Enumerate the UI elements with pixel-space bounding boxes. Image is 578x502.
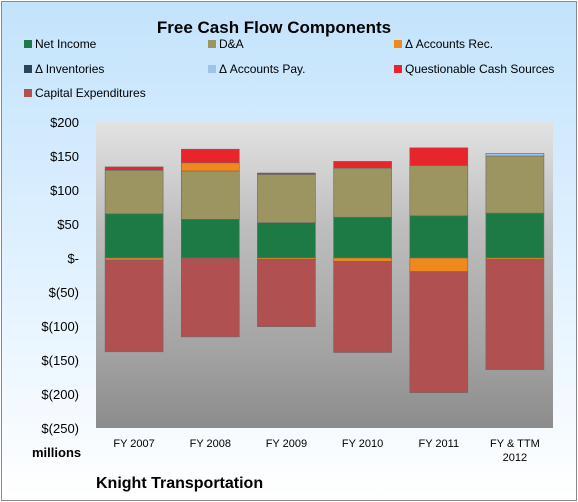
legend-label: Δ Accounts Pay. bbox=[219, 62, 306, 76]
bar-capital-expenditures-fy-2009 bbox=[257, 259, 316, 327]
y-tick-label: $(50) bbox=[49, 285, 79, 300]
bar-questionable-cash-sources-fy-2010 bbox=[333, 161, 392, 169]
bar-delta-accounts-pay-fy-and-ttm-2012 bbox=[485, 153, 545, 157]
x-tick-label-fy-2008: FY 2008 bbox=[190, 438, 231, 450]
legend-label: Questionable Cash Sources bbox=[405, 62, 554, 76]
plot-area bbox=[96, 122, 553, 428]
bar-questionable-cash-sources-fy-2008 bbox=[181, 148, 240, 164]
bar-danda-fy-2007 bbox=[104, 170, 164, 215]
bar-net-income-fy-2011 bbox=[409, 215, 469, 259]
bar-capital-expenditures-fy-and-ttm-2012 bbox=[485, 259, 545, 370]
legend-swatch-delta-accounts-pay bbox=[208, 65, 216, 73]
bar-danda-fy-2009 bbox=[257, 174, 316, 223]
y-tick-label: $200 bbox=[50, 115, 79, 130]
y-tick-label: $(150) bbox=[41, 353, 79, 368]
x-tick-label-fy-2011: FY 2011 bbox=[419, 438, 460, 450]
bar-danda-fy-and-ttm-2012 bbox=[485, 155, 545, 214]
legend-label: Net Income bbox=[35, 37, 97, 51]
bar-questionable-cash-sources-fy-2009 bbox=[257, 172, 316, 175]
legend-label: Δ Inventories bbox=[35, 62, 104, 76]
bar-delta-accounts-rec-fy-2011 bbox=[409, 257, 469, 272]
legend-label: D&A bbox=[219, 37, 244, 51]
legend-swatch-questionable-cash-sources bbox=[394, 65, 402, 73]
y-tick-label: $(200) bbox=[41, 387, 79, 402]
legend-item-delta-accounts-pay: Δ Accounts Pay. bbox=[208, 62, 306, 76]
bars bbox=[104, 147, 545, 393]
bar-net-income-fy-2008 bbox=[181, 218, 240, 259]
legend-swatch-delta-inventories bbox=[24, 65, 32, 73]
bar-capital-expenditures-fy-2007 bbox=[104, 259, 164, 353]
x-tick-label-fy-and-ttm-2012: FY & TTM 2012 bbox=[490, 438, 540, 464]
y-tick-label: $150 bbox=[50, 149, 79, 164]
bar-capital-expenditures-fy-2010 bbox=[333, 261, 392, 353]
x-tick-label-fy-2010: FY 2010 bbox=[342, 438, 383, 450]
bar-capital-expenditures-fy-2008 bbox=[181, 257, 240, 338]
bar-questionable-cash-sources-fy-2011 bbox=[409, 147, 469, 166]
legend-label: Capital Expenditures bbox=[35, 86, 146, 100]
bar-questionable-cash-sources-fy-2007 bbox=[104, 166, 164, 171]
legend-item-net-income: Net Income bbox=[24, 37, 97, 51]
units-label: millions bbox=[32, 445, 81, 460]
x-axis: FY 2007 FY 2008 FY 2009 FY 2010 FY 2011 FY & … bbox=[113, 438, 539, 464]
bar-delta-accounts-rec-fy-2010 bbox=[333, 257, 392, 262]
y-tick-label: $(250) bbox=[41, 421, 79, 436]
company-name: Knight Transportation bbox=[96, 475, 263, 492]
y-axis: $200 $150 $100 $50 $- $(50) $(100) $(150) $(200)… bbox=[41, 115, 79, 436]
bar-net-income-fy-2009 bbox=[257, 222, 316, 259]
x-tick-label-fy-2009: FY 2009 bbox=[266, 438, 307, 450]
legend-swatch-net-income bbox=[24, 40, 32, 48]
bar-net-income-fy-2010 bbox=[333, 216, 392, 259]
legend-swatch-danda bbox=[208, 40, 216, 48]
legend-item-delta-accounts-rec: Δ Accounts Rec. bbox=[394, 37, 493, 51]
legend-item-danda: D&A bbox=[208, 37, 244, 51]
bar-danda-fy-2010 bbox=[333, 167, 392, 218]
y-tick-label: $- bbox=[67, 251, 79, 266]
bar-net-income-fy-2007 bbox=[104, 213, 164, 259]
legend: Net Income D&A Δ Accounts Rec. Δ Inventorie… bbox=[24, 37, 554, 100]
bar-capital-expenditures-fy-2011 bbox=[409, 271, 469, 393]
legend-item-capital-expenditures: Capital Expenditures bbox=[24, 86, 146, 100]
y-tick-label: $50 bbox=[57, 217, 79, 232]
legend-label: Δ Accounts Rec. bbox=[405, 37, 493, 51]
legend-item-delta-inventories: Δ Inventories bbox=[24, 62, 104, 76]
legend-item-questionable-cash-sources: Questionable Cash Sources bbox=[394, 62, 554, 76]
bar-danda-fy-2011 bbox=[409, 165, 469, 217]
legend-swatch-capital-expenditures bbox=[24, 89, 32, 97]
y-tick-label: $(100) bbox=[41, 319, 79, 334]
bar-net-income-fy-and-ttm-2012 bbox=[485, 212, 545, 259]
bar-danda-fy-2008 bbox=[181, 170, 240, 220]
legend-swatch-delta-accounts-rec bbox=[394, 40, 402, 48]
bar-delta-accounts-rec-fy-2008 bbox=[181, 162, 240, 172]
y-tick-label: $100 bbox=[50, 183, 79, 198]
chart-title: Free Cash Flow Components bbox=[157, 18, 391, 37]
x-tick-label-fy-2007: FY 2007 bbox=[113, 438, 154, 450]
